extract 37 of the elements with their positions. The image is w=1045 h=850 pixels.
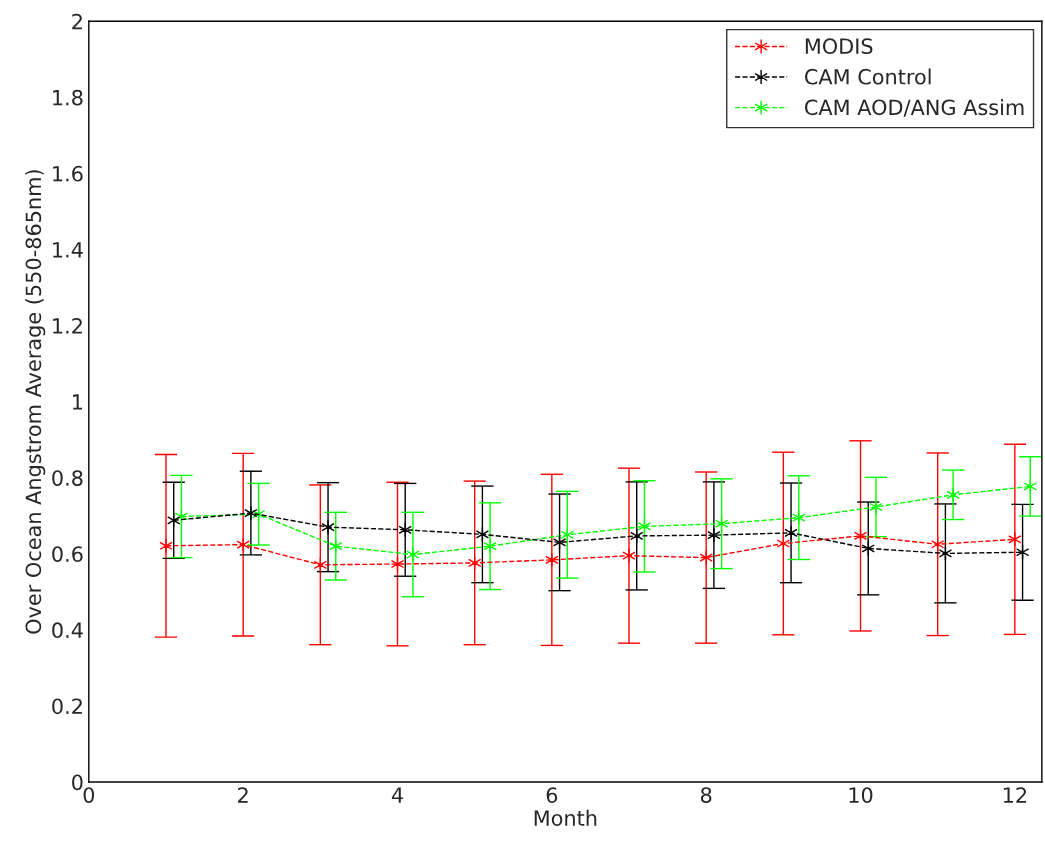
- point: [321, 519, 335, 535]
- point: [784, 525, 798, 541]
- y-tick-label: 0: [72, 774, 83, 791]
- point: [545, 552, 559, 568]
- x-tick-label: 0: [83, 787, 95, 803]
- y-tick-label: 1.4: [53, 242, 83, 258]
- x-tick-label: 10: [849, 787, 873, 803]
- point: [869, 499, 883, 515]
- x-tick-label: 2: [238, 787, 248, 803]
- legend-label: CAM Control: [804, 68, 931, 85]
- y-tick-label: 0.4: [52, 622, 83, 639]
- x-tick-label: 12: [1003, 787, 1027, 803]
- y-tick-label: 0.2: [52, 698, 82, 715]
- point: [483, 538, 497, 554]
- legend-label: MODIS: [805, 38, 873, 55]
- y-tick-label: 0.6: [52, 546, 83, 562]
- point: [406, 546, 420, 563]
- y-axis-title: Over Ocean Angstrom Average (550-865nm): [25, 170, 46, 634]
- point: [946, 487, 960, 503]
- point: [244, 505, 258, 521]
- x-axis-title: Month: [534, 809, 597, 826]
- point: [159, 538, 173, 554]
- x-tick-label: 4: [391, 787, 403, 803]
- point: [1008, 531, 1022, 547]
- x-tick-label: 6: [546, 787, 558, 803]
- point: [699, 549, 713, 566]
- x-tick-label: 8: [700, 787, 712, 803]
- y-tick-label: 1.2: [53, 318, 82, 334]
- point: [707, 527, 721, 543]
- y-tick-label: 1.6: [53, 165, 83, 182]
- y-tick-label: 0.8: [52, 470, 83, 486]
- point: [622, 548, 636, 564]
- y-tick-label: 1.8: [53, 89, 83, 106]
- y-tick-label: 1: [73, 394, 83, 410]
- legend-label: CAM AOD/ANG Assim: [804, 99, 1024, 117]
- point: [236, 537, 250, 553]
- y-tick-label: 2: [72, 13, 82, 30]
